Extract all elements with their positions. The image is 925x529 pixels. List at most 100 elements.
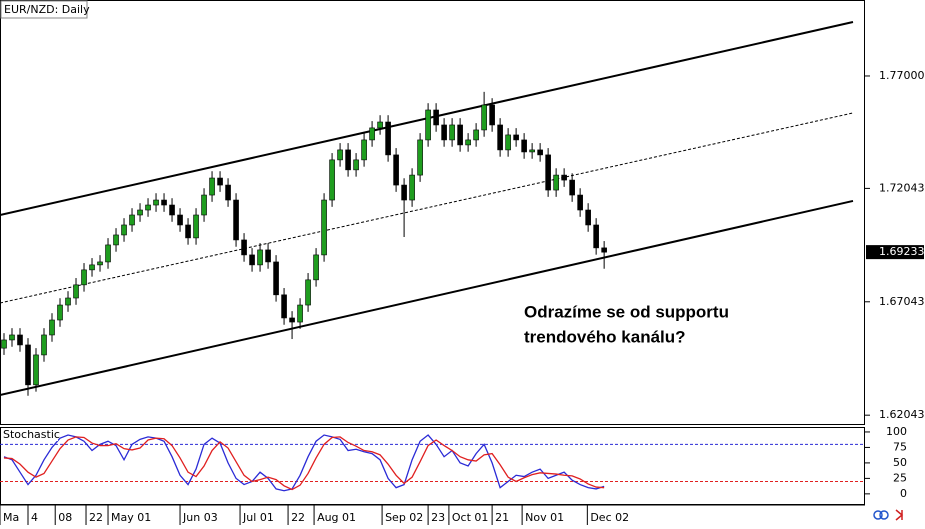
x-tick-label: Aug 01	[317, 511, 356, 524]
candle-body	[513, 134, 519, 141]
x-tick-label: 21	[495, 511, 509, 524]
x-tick-label: Sep 02	[385, 511, 423, 524]
candle-body	[417, 139, 423, 176]
stochastic-line	[3, 436, 605, 491]
candle-body	[185, 224, 191, 239]
candle-body	[361, 139, 367, 161]
candle-body	[497, 124, 503, 151]
candle-body	[225, 184, 231, 201]
candle-body	[65, 297, 71, 306]
candle-body	[89, 264, 95, 271]
annotation: trendového kanálu?	[524, 327, 686, 346]
candle-body	[169, 204, 175, 216]
y-tick-label: 1.67043	[879, 295, 925, 308]
candle-body	[1, 339, 7, 349]
bid-box	[866, 245, 924, 260]
candle-body	[121, 224, 127, 236]
y-tick-label: 1.72043	[879, 181, 925, 194]
candle-body	[9, 334, 15, 341]
candle-body	[385, 121, 391, 156]
icon[interactable]	[895, 509, 904, 521]
candle-body	[529, 149, 535, 153]
candle-body	[561, 174, 567, 181]
candle-body	[57, 304, 63, 321]
candle-body	[377, 121, 383, 129]
icon[interactable]	[873, 510, 883, 520]
candle-body	[97, 261, 103, 266]
candle-body	[457, 124, 463, 146]
candle-body	[593, 224, 599, 249]
title-bg	[1, 428, 58, 441]
annotation: Odrazíme se od supportu	[524, 302, 729, 321]
candle-body	[137, 209, 143, 216]
stochastic-line	[3, 434, 605, 492]
candle-body	[521, 139, 527, 153]
candle-body	[33, 354, 39, 386]
candle-body	[257, 249, 263, 266]
icon[interactable]	[879, 510, 889, 520]
bid-label: 1.69233	[879, 245, 925, 258]
candle-body	[489, 104, 495, 126]
candle-body	[17, 334, 23, 346]
x-tick-label: 22	[89, 511, 103, 524]
stochastic-panel	[0, 427, 865, 505]
y-tick-label: 100	[886, 425, 907, 438]
candle-body	[545, 154, 551, 191]
candle-body	[153, 199, 159, 206]
x-tick-label: May 01	[111, 511, 151, 524]
candle-body	[345, 149, 351, 171]
candle-body	[441, 124, 447, 141]
x-tick-label: 08	[58, 511, 72, 524]
trend-line	[0, 112, 854, 304]
candle-body	[337, 149, 343, 161]
toolbar-icons[interactable]	[873, 509, 904, 521]
candle-body	[273, 261, 279, 296]
candle-body	[25, 344, 31, 386]
candle-body	[201, 194, 207, 216]
chart-title: EUR/NZD: Daily	[4, 3, 90, 16]
candle-body	[41, 334, 47, 356]
candle-body	[537, 149, 543, 156]
x-tick-label: Oct 01	[452, 511, 489, 524]
candle-body	[305, 279, 311, 306]
x-tick-label: 22	[291, 511, 305, 524]
candle-body	[105, 244, 111, 263]
candle-body	[409, 174, 415, 201]
x-tick-label: 23	[431, 511, 445, 524]
y-tick-label: 1.77000	[879, 69, 925, 82]
candle-body	[249, 254, 255, 266]
candle-body	[401, 184, 407, 201]
candle-body	[129, 214, 135, 226]
candle-body	[193, 214, 199, 239]
x-tick-label: 4	[31, 511, 38, 524]
y-tick-label: 1.62043	[879, 408, 925, 421]
candle-body	[81, 269, 87, 286]
y-tick-label: 75	[893, 440, 907, 453]
candle-body	[481, 104, 487, 131]
candle-body	[425, 109, 431, 141]
title-box: EUR/NZD: Daily	[0, 0, 90, 19]
x-tick-label: Jul 01	[242, 511, 274, 524]
candle-body	[297, 304, 303, 323]
candle-body	[313, 254, 319, 281]
trend-line	[0, 199, 854, 397]
candle-body	[233, 199, 239, 241]
candle-body	[553, 174, 559, 191]
candle-body	[113, 234, 119, 246]
candle-body	[321, 199, 327, 256]
x-tick-label: Nov 01	[525, 511, 564, 524]
title-bg	[0, 0, 88, 19]
candle-body	[177, 214, 183, 226]
candle-body	[161, 199, 167, 206]
x-tick-label: Ma	[3, 511, 19, 524]
candle-body	[49, 319, 55, 336]
y-tick-label: 50	[893, 456, 907, 469]
candle-body	[145, 204, 151, 211]
candle-body	[585, 209, 591, 226]
candle-body	[209, 177, 215, 196]
candle-body	[217, 177, 223, 186]
y-tick-label: 25	[893, 471, 907, 484]
candle-body	[329, 159, 335, 201]
candle-body	[601, 247, 607, 253]
